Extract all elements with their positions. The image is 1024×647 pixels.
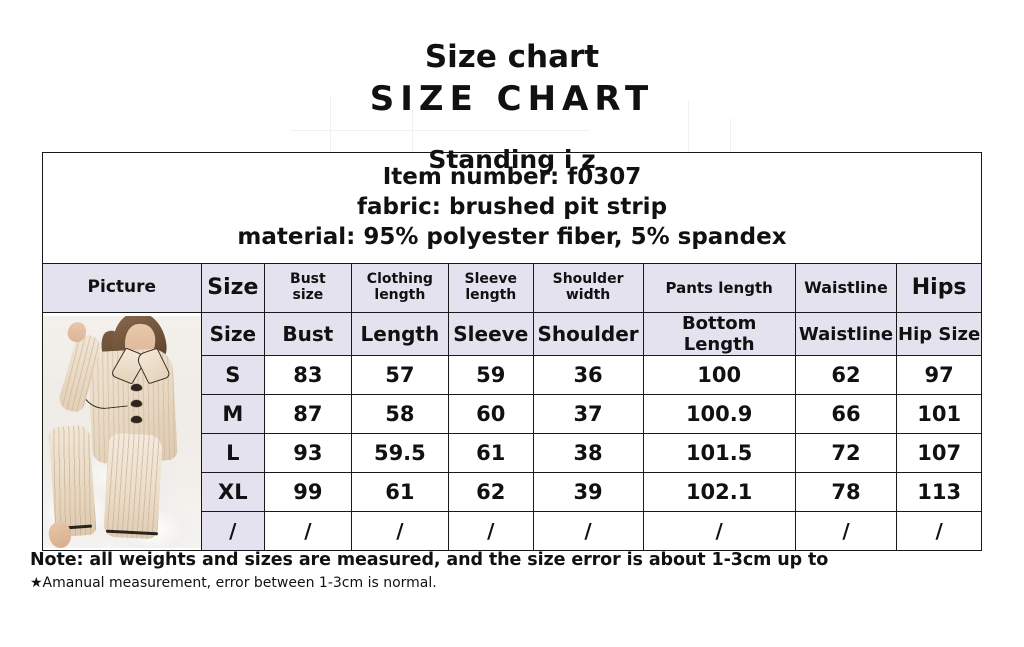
cell-hip-size: 113 [896,472,982,512]
photo-pant-leg-right [103,432,163,539]
cell-size: L [200,433,266,473]
table-header-row-secondary: Size Bust Length Sleeve Shoulder Bottom … [42,312,982,551]
table-row: L 93 59.5 61 38 101.5 72 107 [43,433,982,473]
table-row: XL 99 61 62 39 102.1 78 113 [43,472,982,512]
header-hips: Hips [896,263,982,313]
header-bust-size-line2: size [292,287,324,303]
table-row: M 87 58 60 37 100.9 66 101 [43,394,982,434]
cell-bust: 99 [264,472,352,512]
cell-bottom-length: 102.1 [642,472,796,512]
subheader-sleeve: Sleeve [448,312,534,356]
photo-bow-button-2 [131,399,143,407]
header-sleeve-length-line1: Sleeve [464,271,518,288]
cell-shoulder: 38 [532,433,644,473]
header-sleeve-length-line2: length [465,287,517,303]
header-clothing-length-line2: length [374,287,426,303]
cell-waistline: 72 [794,433,898,473]
page-subtitle: SIZE CHART [369,79,655,119]
cell-shoulder: 37 [532,394,644,434]
subheader-bottom-length: Bottom Length [642,312,796,356]
cell-size: XL [200,472,266,512]
item-number-text: Item number: f0307 [382,164,642,191]
cell-sleeve: 60 [448,394,534,434]
subheader-bust: Bust [264,312,352,356]
cell-bust: 83 [264,355,352,395]
header-bust-size-line1: Bust [290,271,326,288]
header-shoulder-width-line1: Shoulder [552,271,624,288]
header-clothing-length: Clothing length [350,263,450,313]
header-waistline: Waistline [794,263,898,313]
photo-pant-leg-left [48,424,98,537]
header-bust-size: Bust size [264,263,352,313]
table-header-row-primary: Picture Size Bust size Clothing length S… [42,263,982,313]
table-row: S 83 57 59 36 100 62 97 [43,355,982,395]
photo-bow-button-3 [131,415,143,423]
cell-hip-size: / [896,511,982,551]
cell-shoulder: / [532,511,644,551]
page-title: Size chart [424,39,600,75]
header-size: Size [200,263,266,313]
cell-size: S [200,355,266,395]
cell-hip-size: 101 [896,394,982,434]
subheader-shoulder: Shoulder [532,312,644,356]
cell-size: / [200,511,266,551]
cell-sleeve: 59 [448,355,534,395]
cell-waistline: 78 [794,472,898,512]
cell-bust: 87 [264,394,352,434]
table-row: / / / / / / / / [43,511,982,551]
cell-waistline: 62 [794,355,898,395]
cell-bottom-length: 100.9 [642,394,796,434]
cell-sleeve: 61 [448,433,534,473]
cell-waistline: / [794,511,898,551]
product-photo-cell [42,312,202,551]
cell-length: 58 [350,394,450,434]
header-clothing-length-line1: Clothing [366,271,433,288]
subheader-waistline: Waistline [794,312,898,356]
size-chart-table: Item number: f0307 fabric: brushed pit s… [42,152,982,551]
cell-size: M [200,394,266,434]
header-picture: Picture [42,263,202,313]
photo-bow-button-1 [131,383,143,391]
cell-shoulder: 39 [532,472,644,512]
scan-artifact [290,130,590,131]
material-text: material: 95% polyester fiber, 5% spande… [237,223,787,250]
fabric-text: fabric: brushed pit strip [356,194,668,221]
header-pants-length: Pants length [642,263,796,313]
subheader-hip-size: Hip Size [896,312,982,356]
standing-overlay-text: Standing i z [428,145,596,174]
header-shoulder-width-line2: width [565,287,611,303]
header-shoulder-width: Shoulder width [532,263,644,313]
note-primary: Note: all weights and sizes are measured… [30,550,829,570]
cell-length: 61 [350,472,450,512]
cell-hip-size: 107 [896,433,982,473]
cell-sleeve: / [448,511,534,551]
cell-bottom-length: 100 [642,355,796,395]
header-sleeve-length: Sleeve length [448,263,534,313]
cell-length: 59.5 [350,433,450,473]
cell-shoulder: 36 [532,355,644,395]
cell-length: / [350,511,450,551]
cell-length: 57 [350,355,450,395]
subheader-length: Length [350,312,450,356]
product-photo [43,315,201,548]
cell-bottom-length: / [642,511,796,551]
note-secondary: ★Amanual measurement, error between 1-3c… [30,575,437,591]
cell-sleeve: 62 [448,472,534,512]
cell-hip-size: 97 [896,355,982,395]
cell-waistline: 66 [794,394,898,434]
cell-bottom-length: 101.5 [642,433,796,473]
cell-bust: 93 [264,433,352,473]
cell-bust: / [264,511,352,551]
subheader-size: Size [200,312,266,356]
